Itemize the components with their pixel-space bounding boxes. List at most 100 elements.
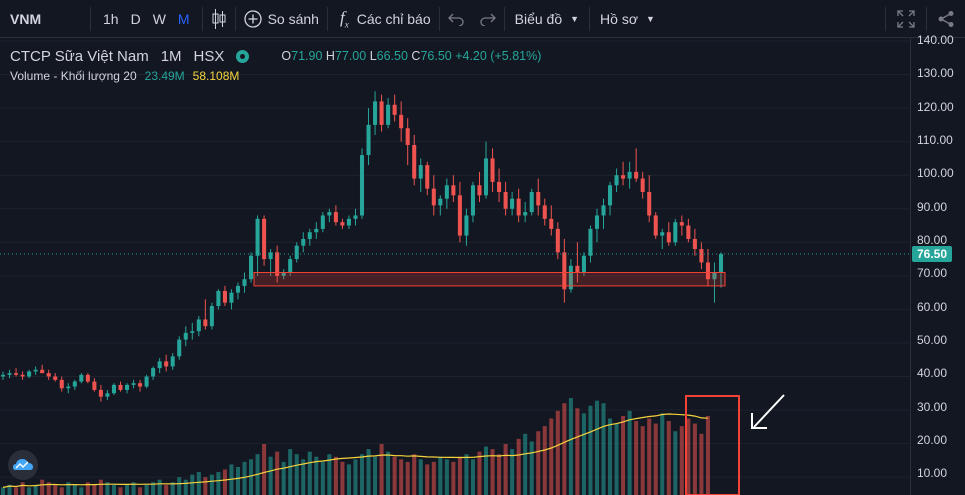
tradingview-logo[interactable]: [8, 450, 38, 480]
candle-body: [72, 381, 77, 387]
price-tick: 80.00: [917, 233, 948, 247]
redo-button[interactable]: [472, 0, 504, 38]
candle-body: [40, 369, 45, 374]
price-tick: 50.00: [917, 333, 948, 347]
volume-bar: [164, 484, 169, 495]
price-axis[interactable]: 140.00 130.00 120.00 110.00 100.00 90.00…: [910, 33, 965, 495]
chart-style-button[interactable]: [203, 0, 235, 38]
candle: [79, 373, 84, 384]
indicators-button[interactable]: fx Các chỉ báo: [328, 0, 439, 38]
candle-body: [510, 198, 515, 209]
candle: [379, 94, 384, 132]
candle: [46, 369, 51, 380]
volume-bar: [301, 459, 306, 495]
volume-bar: [281, 461, 286, 495]
undo-button[interactable]: [440, 0, 472, 38]
volume-bar: [542, 426, 547, 495]
share-button[interactable]: [927, 0, 965, 38]
volume-indicator-label[interactable]: Volume - Khối lượng 20: [10, 69, 137, 83]
candle-body: [425, 165, 430, 189]
volume-bar: [425, 464, 430, 495]
symbol-search[interactable]: VNM: [10, 10, 42, 27]
candle-body: [196, 319, 201, 332]
candle-body: [503, 191, 508, 209]
profile-menu[interactable]: Hồ sơ ▼: [590, 0, 665, 38]
candle: [483, 141, 489, 199]
candle-body: [431, 188, 436, 206]
candle-body: [170, 356, 175, 367]
market-status-icon[interactable]: [236, 49, 250, 63]
candle: [7, 369, 12, 379]
volume-bar: [20, 482, 25, 495]
volume-bar: [529, 441, 534, 495]
volume-bar: [170, 482, 175, 495]
chevron-down-icon: ▼: [570, 13, 580, 24]
price-tick: 20.00: [917, 433, 948, 447]
chart-type-menu[interactable]: Biểu đồ ▼: [505, 0, 589, 38]
candle: [59, 376, 64, 392]
candle: [516, 188, 521, 223]
volume-bar: [131, 482, 136, 495]
candle: [686, 218, 691, 243]
candlesticks: [0, 91, 724, 402]
compare-button[interactable]: So sánh: [236, 0, 327, 38]
volume-bar: [679, 426, 684, 495]
candle-body: [594, 215, 600, 229]
candle: [666, 222, 671, 246]
candle-body: [673, 222, 678, 243]
volume-bar: [235, 466, 241, 495]
share-icon: [938, 10, 954, 27]
price-chart[interactable]: [0, 38, 910, 495]
volume-bar: [46, 482, 51, 495]
candle-body: [105, 393, 110, 397]
profile-label: Hồ sơ: [600, 10, 639, 27]
candle-body: [392, 104, 397, 115]
candle-body: [66, 386, 71, 389]
volume-bar: [470, 459, 475, 495]
price-tick: 40.00: [917, 366, 948, 380]
volume-bar: [14, 487, 19, 495]
candle-body: [340, 222, 345, 226]
candle-body: [138, 383, 143, 387]
volume-bar: [288, 449, 293, 495]
candle-body: [470, 185, 475, 216]
candle: [523, 202, 528, 223]
candle-body: [647, 191, 652, 216]
volume-bar: [555, 410, 560, 495]
candle-body: [549, 218, 554, 229]
candle: [647, 175, 652, 223]
interval-d[interactable]: D: [130, 10, 141, 27]
toolbar-divider: [90, 6, 91, 31]
candle: [105, 389, 110, 400]
candle-body: [301, 238, 306, 246]
candle: [359, 148, 365, 219]
candle-body: [614, 175, 619, 186]
candle: [399, 101, 404, 142]
candle: [477, 171, 482, 203]
interval-1h[interactable]: 1h: [103, 10, 119, 27]
volume-bar: [438, 456, 443, 495]
volume-bar: [412, 454, 417, 495]
candle: [177, 336, 182, 360]
candle-body: [366, 124, 371, 156]
candle: [614, 168, 619, 192]
price-tick: 130.00: [917, 66, 954, 80]
volume-bar: [203, 477, 208, 495]
interval-m[interactable]: M: [177, 10, 190, 27]
volume-bar: [33, 484, 38, 495]
volume-bar: [457, 456, 462, 495]
candle: [412, 134, 417, 186]
candle-body: [666, 232, 671, 243]
fullscreen-button[interactable]: [886, 0, 926, 38]
candle-body: [14, 373, 19, 375]
candle-body: [183, 332, 188, 340]
candle: [634, 148, 639, 182]
symbol-title[interactable]: CTCP Sữa Việt Nam: [10, 47, 149, 65]
candle-body: [562, 252, 567, 290]
volume-bar: [627, 410, 632, 495]
candle: [340, 218, 345, 229]
candles-icon: [212, 8, 226, 29]
candle: [451, 175, 456, 203]
toolbar-divider: [234, 6, 236, 31]
interval-w[interactable]: W: [152, 10, 166, 27]
